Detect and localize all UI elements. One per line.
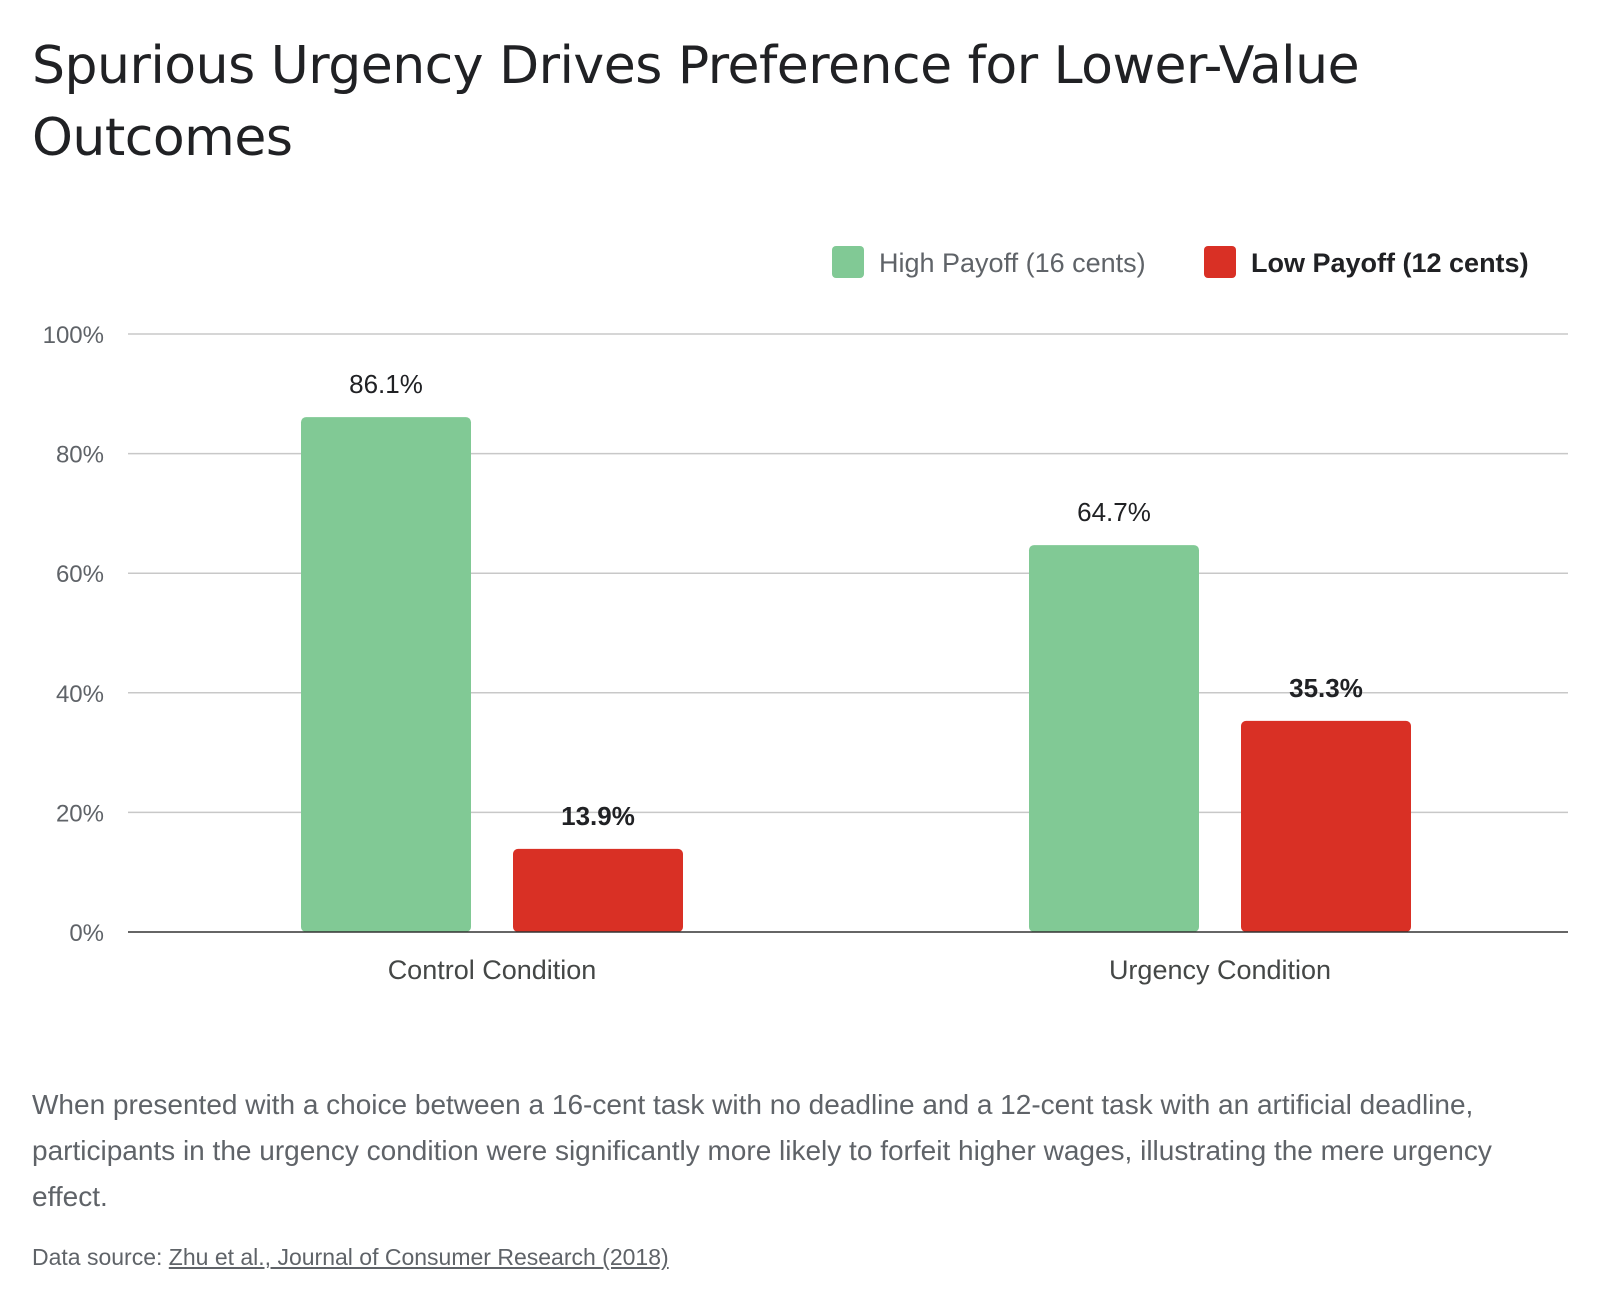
data-label: 64.7%	[1077, 497, 1151, 527]
y-tick-label: 20%	[56, 800, 104, 827]
data-source-prefix: Data source:	[32, 1244, 169, 1270]
bar-chart: High Payoff (16 cents) Low Payoff (12 cen…	[43, 246, 1568, 985]
y-tick-label: 100%	[43, 322, 104, 349]
legend-label: Low Payoff (12 cents)	[1251, 248, 1529, 278]
bar	[1241, 720, 1411, 932]
y-tick-label: 0%	[69, 920, 104, 947]
chart-caption: When presented with a choice between a 1…	[32, 1089, 1492, 1212]
bar	[1029, 545, 1199, 932]
data-label: 13.9%	[561, 801, 635, 831]
y-axis: 0% 20% 40% 60% 80% 100%	[43, 322, 104, 947]
legend-swatch	[1204, 246, 1236, 278]
legend-label: High Payoff (16 cents)	[879, 248, 1146, 278]
y-tick-label: 80%	[56, 442, 104, 469]
chart-title: Spurious Urgency Drives Preference for L…	[32, 36, 1360, 168]
chart-legend: High Payoff (16 cents) Low Payoff (12 cen…	[832, 246, 1529, 278]
legend-swatch	[832, 246, 864, 278]
chart-bars: 86.1% 13.9% 64.7% 35.3%	[301, 369, 1411, 932]
data-source-link[interactable]: Zhu et al., Journal of Consumer Research…	[168, 1244, 669, 1270]
data-label: 86.1%	[349, 369, 423, 399]
bar	[301, 417, 471, 932]
y-tick-label: 60%	[56, 561, 104, 588]
y-tick-label: 40%	[56, 681, 104, 708]
data-source: Data source: Zhu et al., Journal of Cons…	[32, 1244, 669, 1271]
data-label: 35.3%	[1289, 673, 1363, 703]
x-axis: Control Condition Urgency Condition	[128, 931, 1568, 985]
x-tick-label: Control Condition	[388, 955, 597, 985]
bar	[513, 848, 683, 932]
x-tick-label: Urgency Condition	[1109, 955, 1331, 985]
